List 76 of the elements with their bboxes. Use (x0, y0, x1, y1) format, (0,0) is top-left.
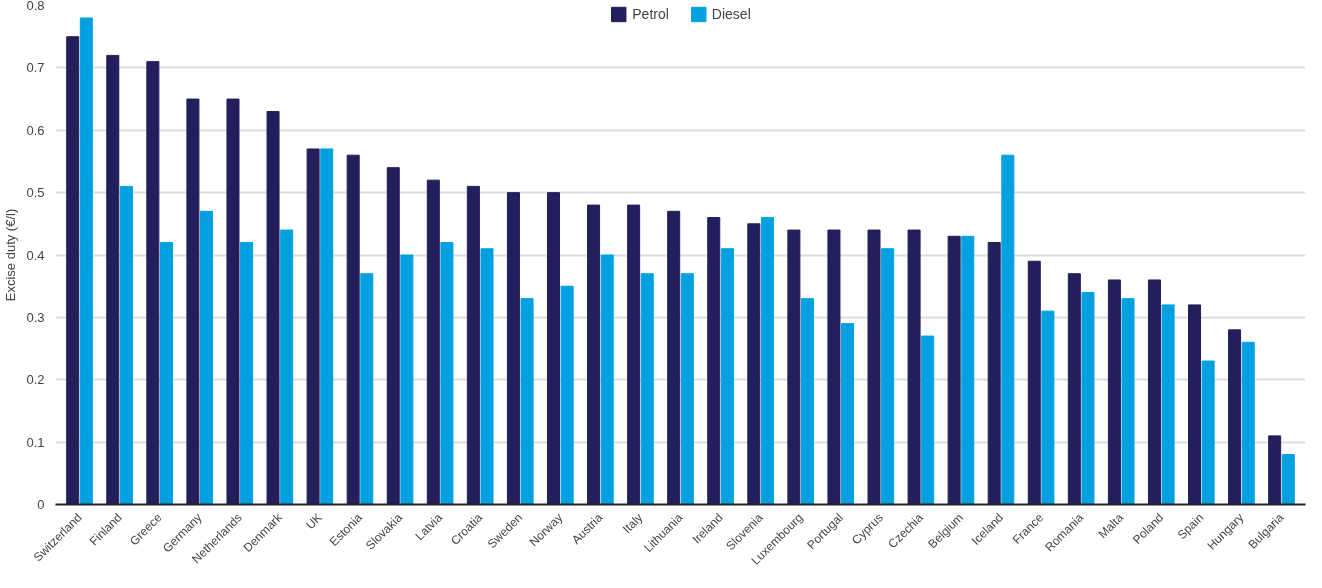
bar (306, 148, 320, 505)
bar (480, 248, 494, 505)
bar (1107, 279, 1121, 505)
x-tick-label: UK (303, 510, 325, 533)
y-tick-label: 0.5 (26, 185, 45, 201)
bar (1041, 310, 1055, 505)
bar (867, 229, 881, 505)
legend-label: Petrol (632, 6, 669, 22)
bar (386, 167, 400, 505)
bar (1081, 291, 1095, 505)
bar (961, 235, 975, 505)
bar (800, 298, 815, 505)
bar (560, 285, 574, 505)
bar (320, 148, 334, 505)
y-tick-label: 0.8 (26, 0, 45, 13)
bar (200, 210, 214, 505)
bar (907, 229, 921, 505)
bar (747, 223, 761, 505)
bar (280, 229, 294, 505)
x-tick-label: Italy (619, 510, 646, 537)
bar (1161, 304, 1175, 505)
bar (1281, 454, 1295, 505)
bar (760, 217, 774, 505)
bar (1147, 279, 1161, 505)
bar (346, 154, 360, 505)
bar (1268, 435, 1282, 505)
legend-label: Diesel (711, 6, 751, 22)
bar (600, 254, 614, 505)
bar (787, 229, 801, 505)
bar (520, 298, 534, 505)
bar (1201, 360, 1215, 505)
y-tick-label: 0 (37, 497, 45, 512)
bar (921, 335, 935, 505)
bar (466, 185, 480, 505)
y-tick-label: 0.6 (26, 122, 45, 138)
y-tick-label: 0.2 (26, 372, 45, 388)
bar (266, 111, 280, 505)
bar (1121, 298, 1135, 505)
bar (159, 242, 173, 505)
bar (1241, 341, 1255, 505)
bar (360, 273, 374, 505)
bar (119, 185, 133, 505)
bar (1027, 260, 1041, 505)
y-axis-title: Excise duty (€/l) (3, 208, 19, 302)
bar (79, 17, 93, 505)
bar (146, 61, 160, 505)
y-tick-label: 0.4 (26, 247, 45, 263)
bar (546, 192, 561, 505)
bar (106, 54, 120, 505)
bar (440, 242, 454, 505)
bar (827, 229, 841, 505)
bar (680, 273, 694, 505)
bar (400, 254, 414, 505)
y-tick-label: 0.7 (26, 60, 45, 76)
bar (947, 235, 961, 505)
bar (1067, 273, 1081, 505)
bar (506, 192, 520, 505)
bar (426, 179, 440, 505)
bar (240, 242, 254, 505)
bar (587, 204, 601, 505)
bar (1188, 304, 1202, 505)
bar (627, 204, 641, 505)
bar (640, 273, 654, 505)
bar (226, 98, 240, 505)
bar (987, 242, 1001, 505)
bar (186, 98, 200, 505)
bar (1001, 154, 1015, 505)
bar (881, 248, 895, 505)
y-tick-label: 0.3 (26, 309, 45, 325)
bar (841, 323, 855, 505)
bar (1228, 329, 1242, 505)
bar (720, 248, 734, 505)
bar (66, 36, 80, 505)
y-tick-label: 0.1 (26, 434, 45, 450)
bar (707, 217, 721, 505)
bar (667, 210, 681, 505)
